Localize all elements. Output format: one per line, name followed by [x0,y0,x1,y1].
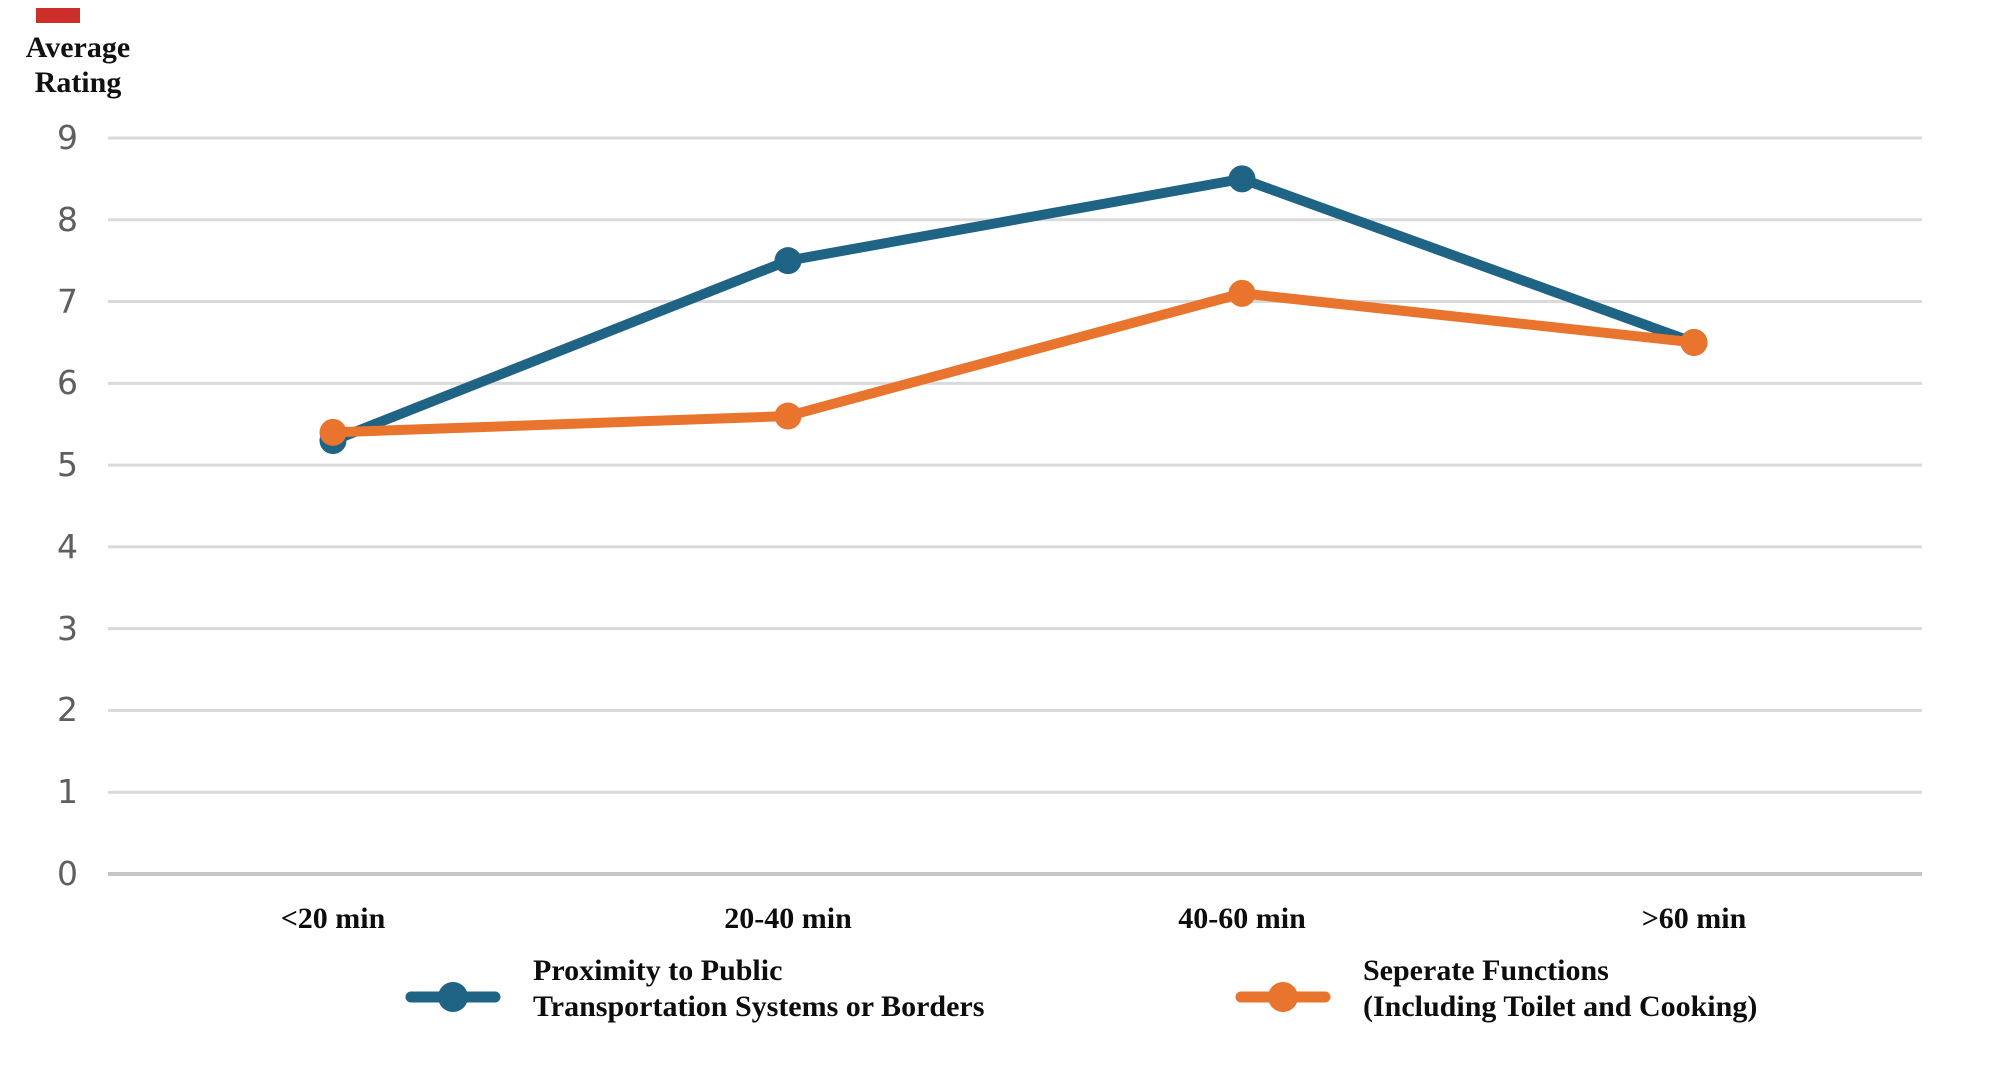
y-axis-tick-label: 5 [57,445,78,485]
series-line-0 [328,173,1699,446]
x-axis-label: >60 min [1641,902,1747,935]
data-point [774,402,802,430]
y-axis-tick-label: 4 [57,526,78,566]
red-accent-mark [36,8,80,23]
y-axis-tick-label: 3 [57,608,78,648]
x-axis-label: 40-60 min [1178,902,1306,935]
plot-area [108,136,1922,876]
y-axis-tick-label: 8 [57,199,78,239]
data-point [774,247,802,275]
y-axis-title: Average Rating [25,31,131,99]
y-axis-tick-label: 0 [57,854,78,893]
legend-item-separate-functions: Seperate Functions (Including Toilet and… [1235,953,1757,1025]
legend-label: Seperate Functions (Including Toilet and… [1363,954,1758,1023]
y-axis-tick-label: 6 [57,363,78,403]
data-point [1228,279,1256,307]
x-axis-label: <20 min [280,902,386,935]
y-axis-tick-label: 9 [57,118,78,157]
y-axis-tick-label: 1 [57,772,78,812]
data-point [319,418,347,446]
legend-item-proximity: Proximity to Public Transportation Syste… [405,953,984,1025]
x-axis-label: 20-40 min [724,902,852,935]
line-marker-icon [405,982,501,1012]
legend-label: Proximity to Public Transportation Syste… [533,954,985,1023]
line-marker-icon [1235,982,1331,1012]
data-point [1680,328,1708,356]
y-axis-tick-label: 2 [57,690,78,730]
y-axis-tick-label: 7 [57,281,78,321]
series-line-1 [328,288,1699,438]
data-point [1228,165,1256,193]
